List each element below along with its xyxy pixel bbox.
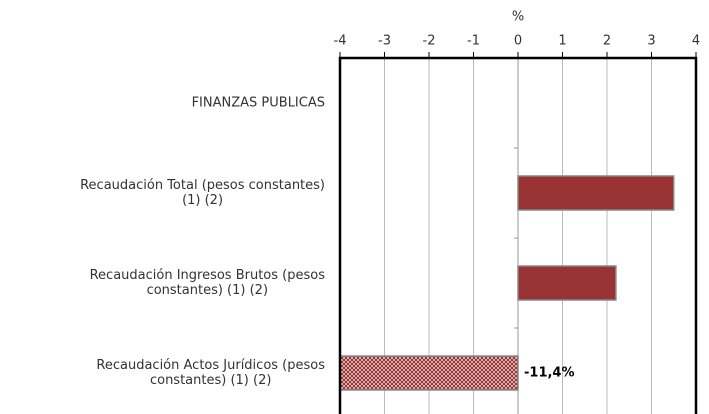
x-tick-label: 2 bbox=[603, 34, 611, 49]
x-tick-label: -3 bbox=[378, 34, 391, 49]
value-label: -11,4% bbox=[524, 366, 575, 381]
category-label: (1) (2) bbox=[182, 193, 223, 208]
bar bbox=[340, 355, 519, 391]
x-tick-label: 1 bbox=[558, 34, 566, 49]
category-label: constantes) (1) (2) bbox=[147, 283, 268, 298]
category-label: Recaudación Total (pesos constantes) bbox=[80, 178, 325, 193]
bars bbox=[340, 175, 675, 391]
plot-frame bbox=[338, 56, 698, 414]
x-tick-label: -2 bbox=[423, 34, 436, 49]
x-tick-label: 0 bbox=[514, 34, 522, 49]
x-tick-label: -4 bbox=[334, 34, 347, 49]
bar bbox=[517, 175, 675, 211]
category-label: constantes) (1) (2) bbox=[150, 373, 271, 388]
x-tick-label: -1 bbox=[467, 34, 480, 49]
labels: FINANZAS PUBLICAS Recaudación Total (peso… bbox=[80, 96, 574, 389]
bar bbox=[517, 265, 617, 301]
category-label: Recaudación Ingresos Brutos (pesos bbox=[90, 268, 326, 283]
x-axis-label: % bbox=[512, 10, 524, 25]
category-label: Recaudación Actos Jurídicos (pesos bbox=[96, 358, 325, 373]
x-tick-label: 4 bbox=[692, 34, 700, 49]
x-tick-label: 3 bbox=[647, 34, 655, 49]
category-label: FINANZAS PUBLICAS bbox=[192, 96, 325, 111]
